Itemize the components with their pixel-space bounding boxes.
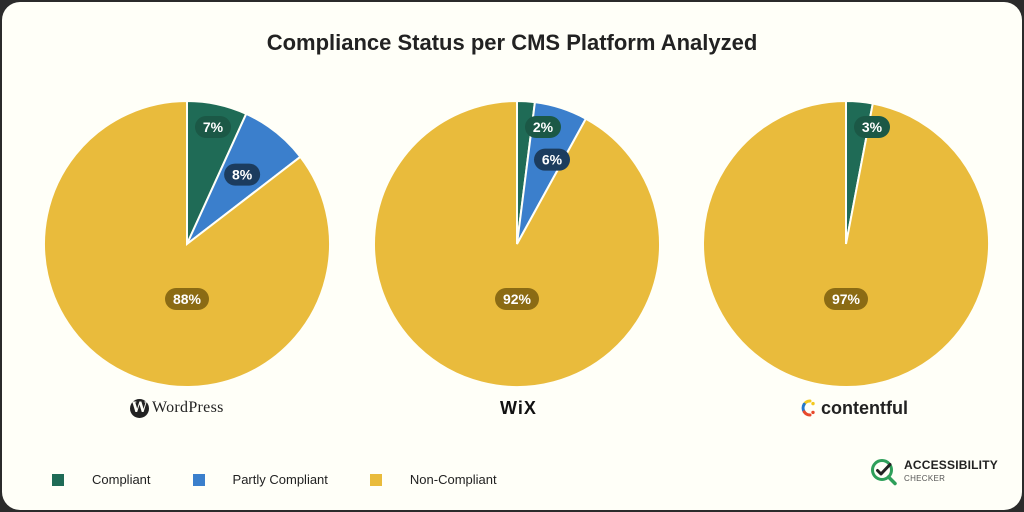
- data-label-text: 92%: [503, 291, 532, 307]
- legend-item-compliant: Compliant: [52, 472, 151, 487]
- pie-slice-non-compliant: [702, 99, 990, 388]
- legend-swatch-partly-compliant: [192, 473, 205, 486]
- legend-swatch-compliant: [52, 473, 64, 486]
- data-label-bg: [854, 116, 890, 138]
- data-label-non-compliant: 92%: [495, 288, 539, 310]
- contentful-logo-text: contentful: [821, 397, 908, 418]
- wordpress-icon: W: [130, 398, 149, 418]
- contentful-logo: contentful: [801, 396, 908, 420]
- data-label-bg: [195, 116, 231, 138]
- data-label-text: 3%: [862, 119, 883, 135]
- wix-logo-text: WiX: [500, 398, 537, 418]
- data-label-compliant: 3%: [854, 116, 890, 138]
- data-label-text: 8%: [232, 167, 253, 183]
- legend-label: Compliant: [92, 472, 151, 487]
- legend-swatch-non-compliant: [369, 473, 382, 486]
- data-label-text: 6%: [542, 152, 563, 168]
- accessibility-checker-brand: ACCESSIBILITY CHECKER: [870, 458, 998, 486]
- data-label-text: 7%: [203, 119, 224, 135]
- legend-item-partly-compliant: Partly Compliant: [192, 472, 328, 487]
- data-label-bg: [224, 163, 261, 186]
- wix-logo: WiX: [500, 396, 537, 420]
- data-label-bg: [824, 288, 868, 310]
- wordpress-logo: W WordPress: [130, 396, 224, 420]
- pie-slice-non-compliant: [43, 99, 331, 388]
- data-label-bg: [165, 288, 209, 310]
- data-label-bg: [534, 148, 570, 171]
- data-label-text: 97%: [832, 291, 861, 307]
- pie-chart-wordpress: 7% 8% 88%: [43, 99, 331, 388]
- check-magnifier-icon: [871, 459, 897, 486]
- legend-label: Non-Compliant: [409, 472, 497, 487]
- data-label-non-compliant: 88%: [165, 288, 209, 310]
- legend-item-non-compliant: Non-Compliant: [369, 472, 497, 487]
- data-label-partly-compliant: 6%: [534, 148, 570, 171]
- data-label-compliant: 2%: [525, 116, 561, 138]
- data-label-bg: [495, 288, 539, 310]
- chart-title: Compliance Status per CMS Platform Analy…: [266, 30, 758, 55]
- data-label-compliant: 7%: [195, 116, 231, 138]
- brand-name: ACCESSIBILITY: [904, 458, 998, 472]
- pie-chart-contentful: 3% 97%: [702, 99, 990, 388]
- brand-subtitle: CHECKER: [904, 474, 946, 483]
- pie-slice-non-compliant: [373, 99, 661, 388]
- legend: Compliant Partly Compliant Non-Compliant: [52, 472, 539, 487]
- data-label-text: 2%: [533, 119, 554, 135]
- legend-label: Partly Compliant: [232, 472, 328, 487]
- data-label-partly-compliant: 8%: [224, 163, 261, 186]
- data-label-text: 88%: [173, 291, 202, 307]
- data-label-bg: [525, 116, 561, 138]
- wordpress-logo-text: WordPress: [152, 399, 224, 416]
- contentful-icon: [801, 399, 815, 417]
- data-label-non-compliant: 97%: [824, 288, 868, 310]
- pie-chart-wix: 2% 6% 92%: [373, 99, 661, 388]
